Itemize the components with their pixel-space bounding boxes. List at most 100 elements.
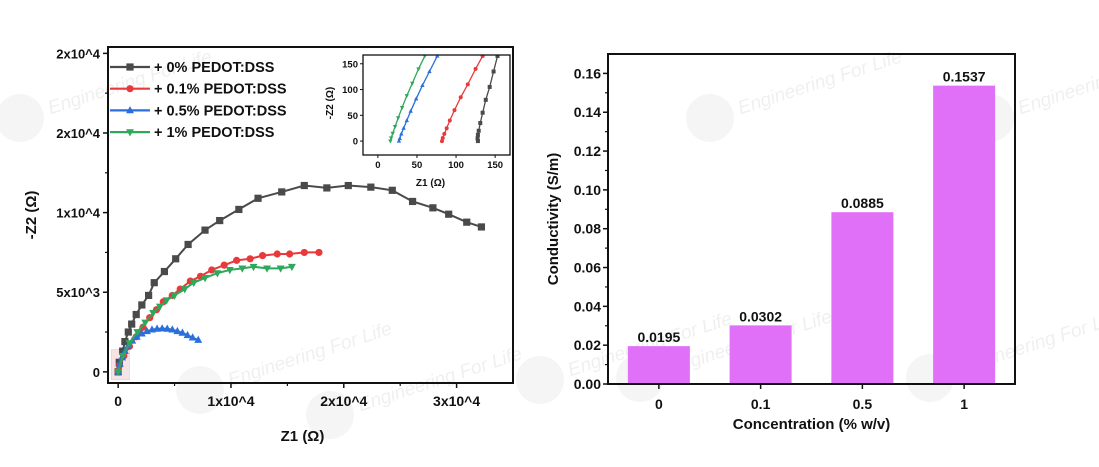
inset-data-point [495, 55, 500, 59]
inset-data-point [399, 105, 405, 110]
inset-data-point [404, 118, 409, 123]
inset-data-point [483, 97, 488, 102]
inset-x-tick-label: 50 [412, 160, 423, 171]
data-point [238, 265, 247, 273]
y-tick-label: 2x10^4 [56, 126, 101, 141]
inset-data-point [397, 136, 402, 141]
inset-series-line [389, 55, 426, 142]
data-point [408, 197, 417, 206]
y-tick-label: 0.02 [574, 337, 601, 353]
inset-data-point [452, 108, 457, 113]
watermark-text: Engineering For Life [225, 318, 394, 391]
legend-marker [126, 63, 134, 71]
x-axis-label: Z1 (Ω) [281, 428, 325, 445]
data-point [132, 310, 140, 319]
inset-data-point [404, 94, 409, 99]
bar-0.5 [831, 212, 894, 384]
data-point [137, 329, 146, 337]
data-point [315, 248, 323, 257]
y-axis-label: -Z2 (Ω) [23, 191, 40, 240]
nyquist-inset: 0 50 100 150 0 50 100 150 Z1 (Ω) -Z2 (Ω) [325, 54, 511, 189]
inset-data-point [410, 81, 415, 86]
inset-y-tick-label: 0 [353, 137, 358, 148]
data-point [168, 325, 177, 333]
data-point [188, 333, 197, 341]
plot-frame [607, 53, 1016, 385]
data-point [286, 250, 294, 258]
inset-data-point [491, 69, 496, 74]
watermark-logo [0, 94, 44, 142]
data-point [183, 330, 192, 339]
data-point [233, 256, 241, 264]
legend-label: + 0.5% PEDOT:DSS [154, 103, 287, 119]
series-line [117, 265, 293, 373]
inset-data-point [440, 135, 445, 140]
inset-data-point [439, 139, 444, 144]
data-point [278, 188, 286, 196]
data-point [276, 265, 285, 273]
x-tick-label: 1 [960, 396, 968, 412]
x-tick-label: 3x10^4 [433, 393, 480, 409]
bar-data-label: 0.0302 [739, 308, 782, 324]
legend-item: + 0% PEDOT:DSS [110, 60, 275, 76]
inset-y-tick-label: 50 [347, 111, 358, 122]
inset-data-point [444, 126, 449, 131]
data-point [178, 328, 187, 336]
data-point [258, 252, 267, 260]
y-tick-label: 2x10^4 [56, 46, 101, 61]
legend-item: + 0.5% PEDOT:DSS [110, 103, 287, 119]
inset-series-line [441, 55, 484, 142]
inset-background [363, 55, 510, 155]
inset-data-point [478, 121, 483, 126]
data-point [463, 218, 471, 226]
data-point [300, 248, 308, 257]
inset-data-point [399, 131, 404, 136]
bar-0 [627, 346, 690, 384]
data-point [263, 265, 272, 273]
data-point [138, 301, 146, 309]
data-point [208, 266, 216, 274]
data-point [170, 292, 179, 300]
y-tick-label: 0.16 [574, 65, 601, 81]
data-point [201, 275, 209, 283]
inset-data-point [408, 108, 413, 113]
series-0 [114, 181, 486, 376]
inset-data-point [420, 83, 425, 88]
y-tick-label: 0.00 [574, 376, 601, 392]
nyquist-plot: 0 1x10^4 2x10^4 3x10^4 0 5x10^3 1x10^4 2x10^4 2x… [23, 46, 514, 445]
data-point [201, 226, 209, 234]
data-point [150, 279, 158, 287]
x-tick-label: 1x10^4 [207, 393, 254, 409]
legend-marker [126, 129, 134, 137]
inset-x-tick-label: 150 [487, 160, 503, 171]
series-3 [114, 263, 296, 377]
data-point [477, 223, 486, 231]
inset-data-point [401, 125, 406, 130]
legend-label: + 0.1% PEDOT:DSS [154, 82, 287, 98]
data-point [141, 319, 150, 327]
data-point [173, 326, 182, 335]
y-tick-label: 0.14 [574, 104, 601, 120]
inset-data-point [465, 82, 470, 87]
inset-y-tick-label: 150 [342, 59, 358, 70]
data-point [344, 181, 352, 190]
legend-item: + 0.1% PEDOT:DSS [110, 82, 287, 98]
inset-data-point [427, 69, 432, 74]
bar-data-label: 0.1537 [943, 69, 986, 85]
data-point [367, 183, 375, 191]
data-point [220, 261, 228, 269]
inset-data-point [395, 116, 401, 121]
data-point [287, 263, 296, 272]
data-point [121, 337, 129, 346]
data-point [158, 324, 167, 332]
y-tick-label: 0.06 [574, 260, 601, 276]
bar-0.1 [729, 325, 792, 384]
data-point [118, 353, 127, 361]
inset-x-tick-label: 100 [448, 160, 464, 171]
inset-data-point [390, 131, 395, 136]
bar-data-label: 0.0885 [841, 195, 884, 211]
y-tick-label: 0.04 [574, 298, 601, 314]
data-point [249, 263, 258, 272]
inset-data-point [458, 95, 463, 100]
plot-frame [107, 46, 514, 384]
